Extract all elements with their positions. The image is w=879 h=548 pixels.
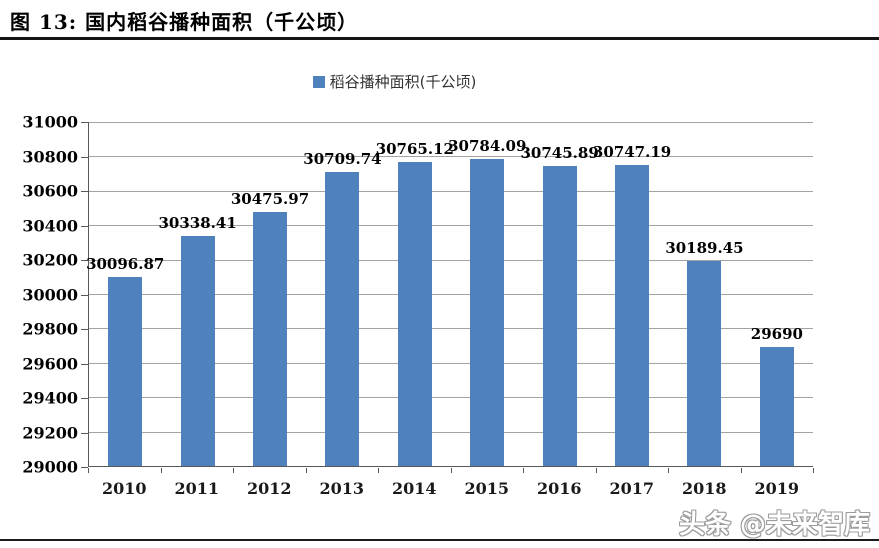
x-axis-labels: 2010 2011 2012 2013 2014 2015 2016 2017 2018 2019 (88, 479, 813, 498)
y-axis-tick (81, 122, 88, 123)
x-axis-tick-label: 2012 (246, 479, 292, 498)
x-axis-tick (378, 468, 379, 473)
legend-row: 稻谷播种面积(千公顷) (0, 71, 879, 92)
bars: 30096.87 30338.41 30475.97 30709.74 30765.12… (86, 122, 813, 466)
bar-slot: 30765.12 (375, 122, 454, 466)
x-axis-tick-label: 2017 (609, 479, 655, 498)
bar (687, 261, 722, 466)
y-axis-tick (81, 467, 88, 468)
bar-slot: 29690 (741, 122, 813, 466)
bar (180, 235, 215, 466)
y-axis-tick-label: 29400 (22, 388, 78, 408)
gridline (89, 362, 813, 364)
gridline (89, 122, 813, 123)
gridline (89, 294, 813, 295)
gridline (89, 190, 813, 192)
bar-value-label: 30189.45 (665, 239, 744, 258)
x-axis-tick (305, 468, 307, 473)
bar (397, 162, 432, 466)
bar (108, 277, 143, 466)
y-axis-tick-label: 29600 (22, 354, 78, 373)
y-axis-tick-label: 29800 (22, 319, 78, 339)
bar-value-label: 30745.89 (520, 143, 599, 162)
figure-title: 图 13: 国内稻谷播种面积（千公顷） (10, 10, 359, 34)
bar (759, 347, 794, 466)
bar-value-label: 30338.41 (158, 213, 237, 232)
bar-value-label: 29690 (750, 325, 803, 344)
bar (470, 159, 505, 466)
gridline (89, 397, 813, 399)
x-axis-tick-label: 2011 (174, 479, 220, 498)
bar-value-label: 30096.87 (86, 255, 165, 274)
bar (253, 212, 288, 466)
gridline (89, 225, 813, 227)
gridline (89, 156, 813, 158)
y-axis-tick-label: 30600 (22, 181, 78, 201)
x-axis-tick (160, 468, 162, 473)
y-axis-tick (81, 191, 88, 192)
x-axis-tick (740, 468, 742, 473)
legend-swatch-icon (312, 75, 325, 88)
y-axis-tick (81, 260, 88, 261)
x-axis-tick-label: 2014 (391, 479, 437, 498)
bar-slot: 30475.97 (230, 122, 310, 466)
y-axis-labels: 29000 29200 29400 29600 29800 30000 30200 30400… (0, 113, 78, 477)
plot-area: 30096.87 30338.41 30475.97 30709.74 30765.12… (86, 122, 813, 467)
x-axis-tick (595, 468, 597, 473)
x-axis-tick (668, 468, 669, 473)
bar-value-label: 30475.97 (230, 190, 310, 209)
y-axis-tick (81, 225, 88, 227)
bar-slot: 30189.45 (665, 122, 744, 466)
bar (325, 171, 360, 466)
watermark: 头条 @未来智库 (678, 510, 870, 540)
y-axis-tick-label: 30400 (22, 216, 78, 235)
x-axis-ticks (88, 468, 814, 473)
y-axis-tick (81, 398, 88, 399)
y-axis-tick (81, 329, 88, 330)
title-divider (0, 37, 879, 40)
y-axis-tick (81, 432, 88, 434)
gridline (89, 431, 813, 433)
bar-slot: 30096.87 (86, 122, 165, 466)
bar-slot: 30338.41 (158, 122, 237, 466)
bottom-divider (0, 539, 879, 541)
gridline (89, 259, 813, 261)
bar-slot: 30745.89 (521, 122, 599, 466)
bar-slot: 30709.74 (303, 122, 382, 466)
x-axis-tick (233, 468, 234, 473)
x-axis-tick-label: 2015 (464, 479, 510, 498)
x-axis-tick (450, 468, 452, 473)
gridline (89, 328, 813, 330)
bar-slot: 30747.19 (592, 122, 672, 466)
x-axis-tick-label: 2019 (754, 479, 800, 498)
x-axis-tick (813, 468, 814, 473)
y-axis-tick-label: 30800 (22, 147, 78, 166)
x-axis-tick (88, 468, 89, 473)
bar-value-label: 30709.74 (303, 149, 382, 168)
bar (542, 165, 577, 466)
bar-value-label: 30784.09 (448, 137, 527, 156)
legend: 稻谷播种面积(千公顷) (312, 71, 477, 92)
bar-slot: 30784.09 (448, 122, 527, 466)
y-axis-tick-label: 30000 (22, 285, 78, 304)
y-axis-tick-label: 31000 (22, 112, 78, 132)
y-axis-tick (81, 156, 88, 158)
legend-label: 稻谷播种面积(千公顷) (329, 73, 477, 91)
x-axis-tick-label: 2010 (101, 479, 147, 498)
bar-value-label: 30765.12 (375, 140, 454, 159)
bar-value-label: 30747.19 (592, 143, 672, 162)
y-axis-tick (81, 363, 88, 365)
x-axis-tick-label: 2013 (319, 479, 365, 498)
bar (615, 165, 650, 466)
y-axis-tick-label: 30200 (22, 250, 78, 270)
y-axis-ticks (81, 122, 88, 468)
y-axis-tick (81, 294, 88, 296)
y-axis-tick-label: 29000 (22, 457, 78, 477)
y-axis-tick-label: 29200 (22, 423, 78, 442)
x-axis-tick-label: 2016 (536, 479, 582, 498)
x-axis-tick (523, 468, 524, 473)
x-axis-tick-label: 2018 (681, 479, 727, 498)
